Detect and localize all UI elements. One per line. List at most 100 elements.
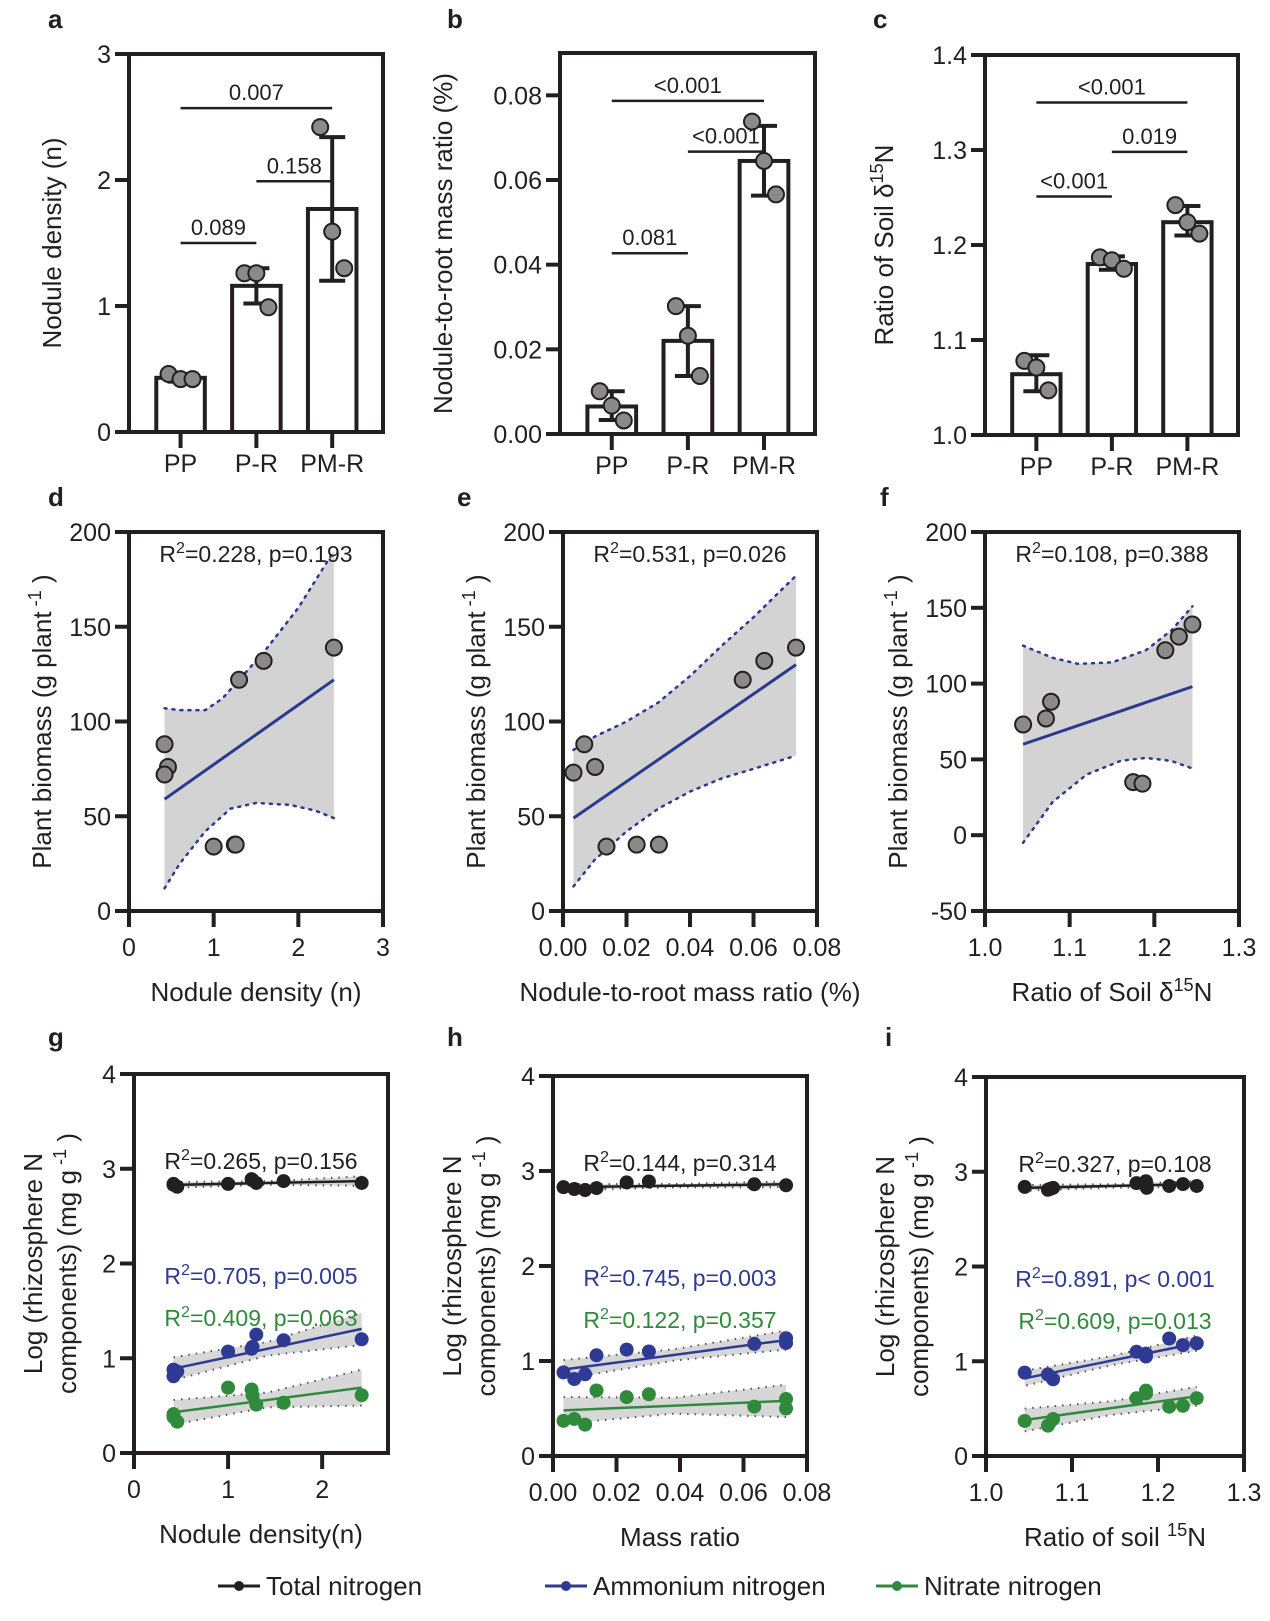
- y-axis-title: Plant biomass (g plant -1 ): [25, 574, 57, 868]
- legend-item: Total nitrogen: [218, 1571, 422, 1601]
- data-point-nitrate_nitrogen: [641, 1387, 656, 1402]
- p-value-label: <0.001: [1040, 169, 1108, 194]
- x-tick-label: 2: [291, 934, 305, 962]
- y-tick-label: 1: [954, 1348, 968, 1376]
- x-axis-title: Nodule-to-root mass ratio (%): [520, 977, 861, 1007]
- x-tick-label: 0: [127, 1476, 141, 1504]
- y-axis-title-line2: components) (mg g -1 ): [50, 1133, 82, 1394]
- data-point-ammonium_nitrogen: [1017, 1365, 1032, 1380]
- regression-stats-nitrate_nitrogen: R2=0.122, p=0.357: [583, 1305, 776, 1333]
- y-tick-label: 2: [97, 167, 111, 195]
- data-point: [1190, 224, 1209, 243]
- regression-stats: R2=0.228, p=0.193: [159, 539, 352, 567]
- data-point: [690, 367, 709, 386]
- y-tick-label: 0: [953, 822, 967, 850]
- y-tick-label: 1.2: [932, 232, 967, 260]
- x-tick-label: 1.3: [1222, 934, 1257, 962]
- data-point-ammonium_nitrogen: [747, 1336, 762, 1351]
- regression-line-nitrate_nitrogen: [173, 1386, 362, 1414]
- legend-marker-icon: [892, 1581, 902, 1591]
- y-tick-label: 150: [925, 595, 967, 623]
- ci-lower-line: [572, 754, 798, 888]
- y-tick-label: 3: [97, 41, 111, 69]
- data-point-total_nitrogen: [567, 1182, 582, 1197]
- x-tick-label: 0.08: [783, 1479, 832, 1507]
- regression-stats-ammonium_nitrogen: R2=0.891, p< 0.001: [1015, 1264, 1215, 1292]
- data-point: [755, 651, 774, 670]
- y-axis-title-line1: Log (rhizosphere N: [18, 1153, 48, 1374]
- data-point-ammonium_nitrogen: [589, 1348, 604, 1363]
- p-value-label: 0.007: [229, 80, 284, 105]
- confidence-band: [164, 550, 334, 889]
- data-point-nitrate_nitrogen: [567, 1411, 582, 1426]
- bar: [1085, 262, 1139, 437]
- regression-stats-ammonium_nitrogen: R2=0.705, p=0.005: [164, 1261, 357, 1289]
- data-point-total_nitrogen: [641, 1174, 656, 1189]
- data-point: [1156, 641, 1175, 660]
- data-point-total_nitrogen: [556, 1180, 571, 1195]
- data-point-ammonium_nitrogen: [1189, 1336, 1204, 1351]
- data-point-ammonium_nitrogen: [276, 1333, 291, 1348]
- x-tick-label: 1.3: [1227, 1479, 1262, 1507]
- legend: Total nitrogen Ammonium nitrogen Nitrate n…: [218, 1571, 1102, 1601]
- plot-frame: [132, 1072, 390, 1455]
- data-point-total_nitrogen: [166, 1176, 181, 1191]
- x-tick-label: 1: [221, 1476, 235, 1504]
- data-point: [597, 837, 616, 856]
- y-tick-label: 4: [102, 1061, 116, 1089]
- data-point: [678, 326, 697, 345]
- confidence-band: [173, 1369, 362, 1425]
- data-point-total_nitrogen: [249, 1175, 264, 1190]
- x-tick-label: PM-R: [732, 452, 796, 480]
- x-tick-label: PP: [1020, 453, 1053, 481]
- x-axis-title: Ratio of Soil δ15N: [1012, 975, 1213, 1007]
- y-tick-label: 1: [521, 1348, 535, 1376]
- y-tick-label: 4: [954, 1064, 968, 1092]
- ci-lower-line: [173, 1183, 362, 1189]
- data-point-total_nitrogen: [1017, 1179, 1032, 1194]
- data-point-ammonium_nitrogen: [779, 1331, 794, 1346]
- y-axis-title: Nodule density (n): [37, 138, 67, 349]
- y-axis-title: Nodule-to-root mass ratio (%): [428, 73, 458, 414]
- data-point-nitrate_nitrogen: [1175, 1398, 1190, 1413]
- data-point: [627, 835, 646, 854]
- panel-b: b 0.00 0.02 0.04 0.06 0.08 Nodule-to-root mass…: [428, 4, 817, 480]
- panel-letter: d: [48, 482, 64, 512]
- y-tick-label: 200: [69, 519, 111, 547]
- data-point: [155, 765, 174, 784]
- panel-d: d 0 50 100 150 200 0 1 2 3 Nodule density (n) Plant…: [25, 482, 390, 1007]
- x-tick-label: 3: [376, 934, 390, 962]
- regression-stats-ammonium_nitrogen: R2=0.745, p=0.003: [583, 1263, 776, 1291]
- regression-stats-total_nitrogen: R2=0.265, p=0.156: [164, 1146, 357, 1174]
- regression-line-total_nitrogen: [173, 1179, 362, 1187]
- data-point: [324, 638, 343, 657]
- x-tick-label: PP: [164, 450, 197, 478]
- plot-frame: [127, 52, 385, 434]
- regression-stats-nitrate_nitrogen: R2=0.409, p=0.063: [164, 1303, 357, 1331]
- data-point-ammonium_nitrogen: [1046, 1372, 1061, 1387]
- data-point-nitrate_nitrogen: [1162, 1399, 1177, 1414]
- regression-line: [163, 678, 335, 801]
- plot-frame: [983, 53, 1240, 437]
- data-point-nitrate_nitrogen: [1189, 1391, 1204, 1406]
- data-point-ammonium_nitrogen: [221, 1344, 236, 1359]
- x-tick-label: 1.0: [969, 1479, 1004, 1507]
- x-tick-label: 1.0: [968, 934, 1003, 962]
- panel-letter: f: [880, 482, 889, 512]
- y-tick-label: 1: [97, 293, 111, 321]
- data-point: [590, 382, 609, 401]
- data-point-nitrate_nitrogen: [747, 1399, 762, 1414]
- data-point-ammonium_nitrogen: [166, 1362, 181, 1377]
- data-point: [1166, 196, 1185, 215]
- x-axis-title: Ratio of soil 15N: [1024, 1520, 1206, 1552]
- data-point-nitrate_nitrogen: [779, 1392, 794, 1406]
- data-point: [335, 259, 354, 278]
- data-point-total_nitrogen: [354, 1175, 369, 1190]
- data-point: [259, 298, 278, 317]
- confidence-band: [563, 1384, 787, 1424]
- regression-stats: R2=0.108, p=0.388: [1015, 539, 1208, 567]
- data-point: [614, 411, 633, 430]
- y-tick-label: 150: [69, 614, 111, 642]
- legend-marker-icon: [561, 1581, 571, 1591]
- plot-frame: [551, 1074, 809, 1458]
